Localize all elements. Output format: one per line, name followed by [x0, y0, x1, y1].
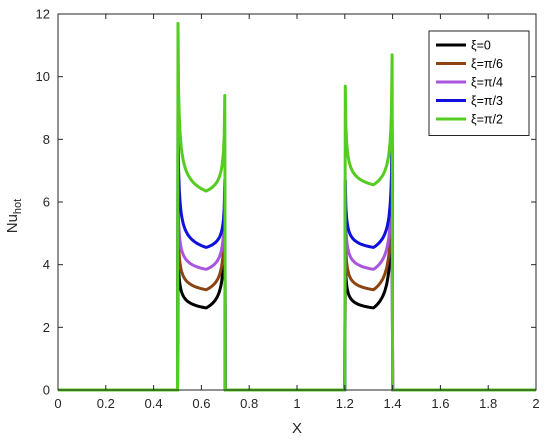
y-tick-label: 12	[36, 7, 50, 22]
legend-label-3: ξ=π/3	[471, 94, 503, 108]
y-axis-title-main: Nu	[4, 214, 21, 233]
legend-label-1: ξ=π/6	[471, 57, 503, 71]
x-tick-label: 2	[532, 396, 539, 411]
series-line-2	[58, 131, 536, 392]
x-tick-label: 1.4	[384, 396, 402, 411]
x-tick-label: 0.4	[145, 396, 163, 411]
y-tick-label: 8	[43, 132, 50, 147]
x-tick-label: 0.6	[192, 396, 210, 411]
legend-label-0: ξ=0	[471, 39, 491, 53]
y-axis-title-sub: hot	[12, 199, 24, 214]
legend-label-4: ξ=π/2	[471, 113, 503, 127]
series-line-0	[58, 147, 536, 392]
legend: ξ=0 ξ=π/6 ξ=π/4 ξ=π/3 ξ=π/2	[428, 30, 530, 136]
x-tick-label: 1	[293, 396, 300, 411]
x-tick-label: 1.8	[479, 396, 497, 411]
tick-layer: 0 0.2 0.4 0.6 0.8 1 1.2 1.4 1.6 1.8 2 0 2 4 6 8 10 12	[36, 7, 540, 412]
y-tick-label: 6	[43, 195, 50, 210]
series-line-1	[58, 141, 536, 392]
svg-text:Nuhot: Nuhot	[4, 199, 24, 233]
x-tick-label: 1.6	[431, 396, 449, 411]
y-tick-label: 2	[43, 320, 50, 335]
series-line-3	[58, 115, 536, 392]
y-tick-label: 10	[36, 69, 50, 84]
x-tick-label: 0.8	[240, 396, 258, 411]
y-axis-title: Nuhot	[4, 199, 24, 233]
x-tick-label: 1.2	[336, 396, 354, 411]
y-tick-label: 4	[43, 257, 50, 272]
y-tick-label: 0	[43, 383, 50, 398]
x-tick-label: 0	[54, 396, 61, 411]
x-tick-label: 0.2	[97, 396, 115, 411]
x-axis-title: X	[292, 420, 302, 437]
legend-label-2: ξ=π/4	[471, 76, 503, 90]
